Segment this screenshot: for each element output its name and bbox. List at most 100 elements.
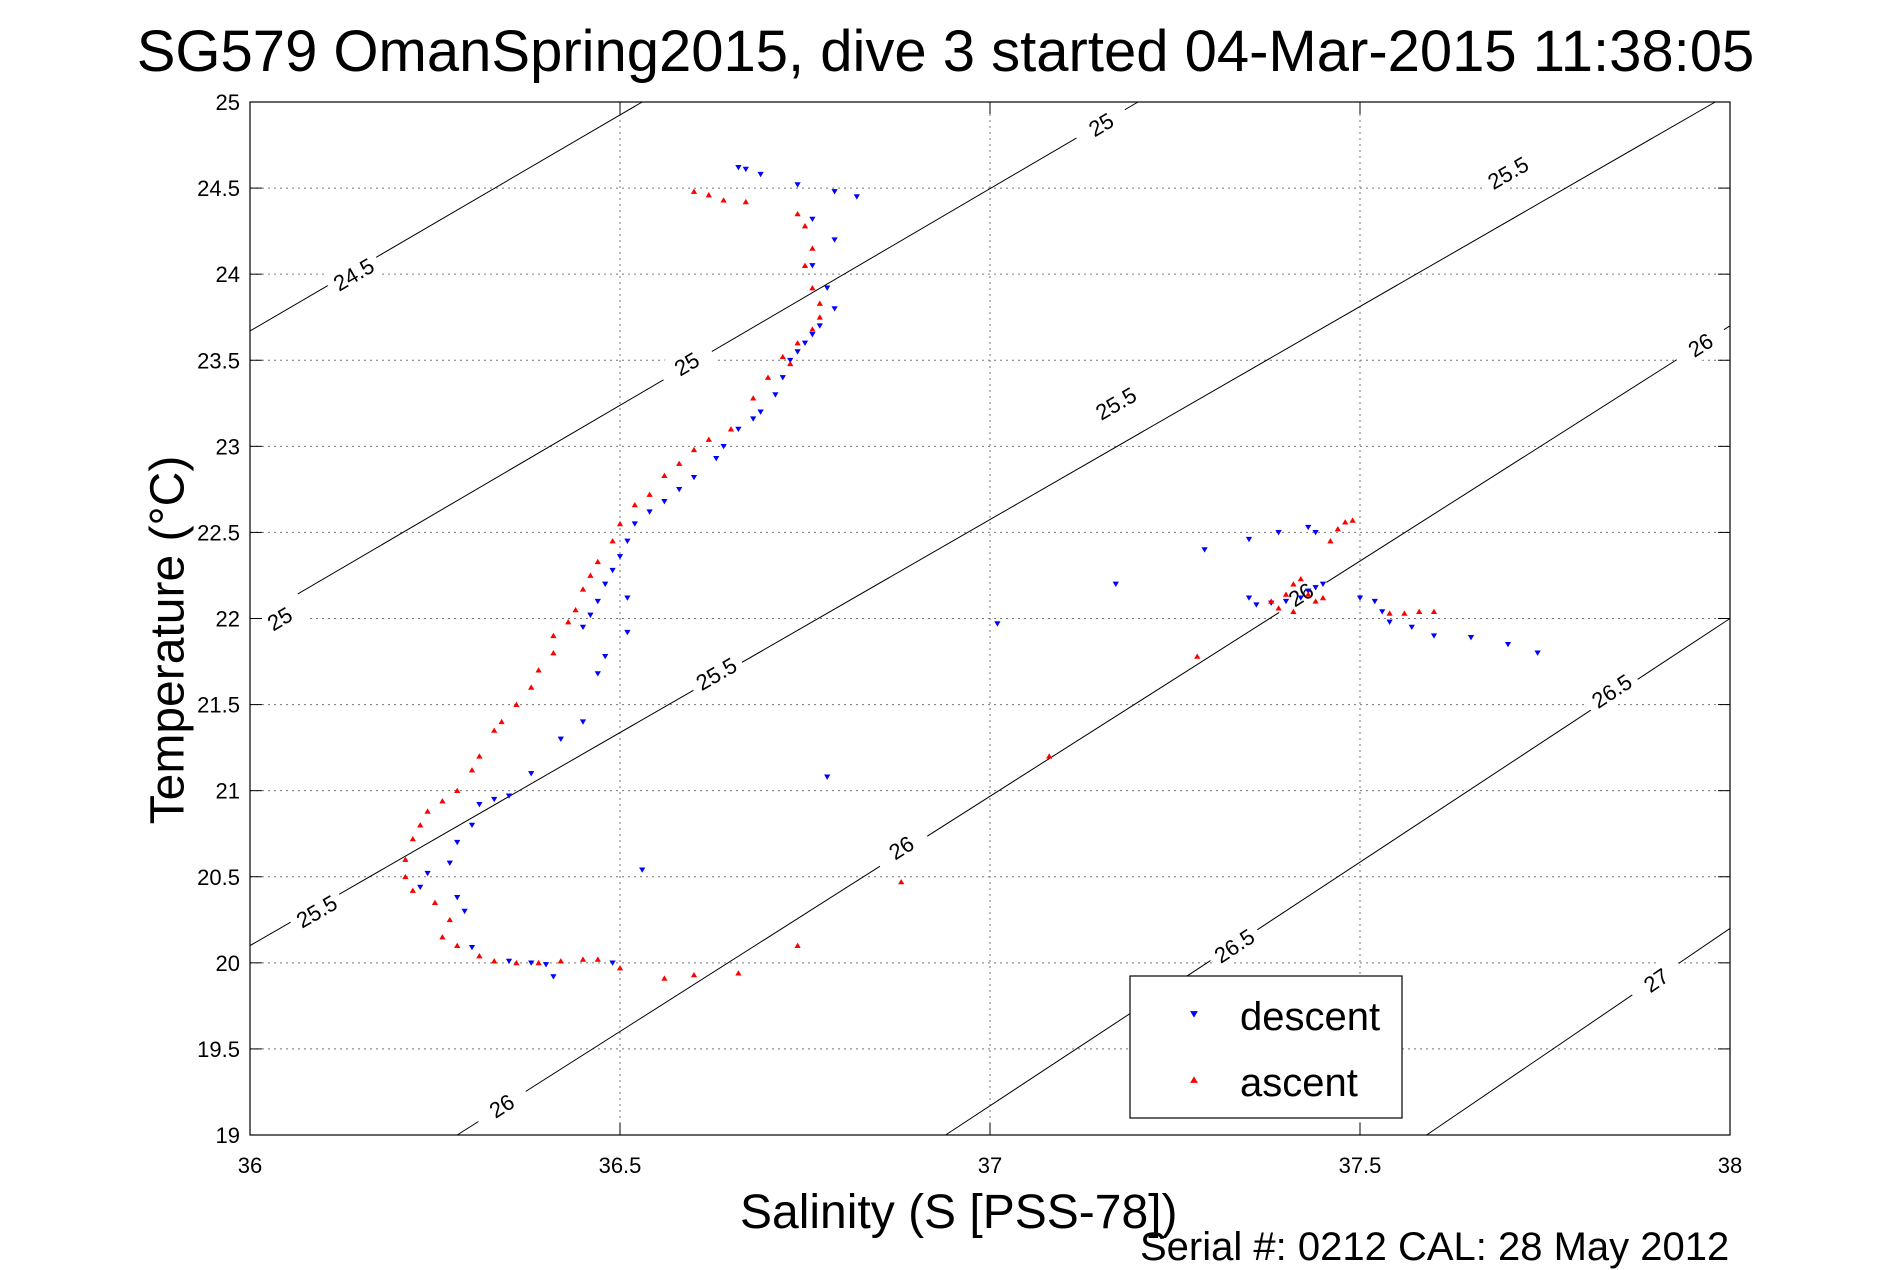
y-tick-label: 20.5 (197, 865, 240, 890)
ascent-point (1342, 519, 1349, 525)
descent-point (1112, 581, 1119, 587)
y-tick-label: 22.5 (197, 520, 240, 545)
contour-label-bg (1580, 663, 1643, 718)
contour-label-bg (470, 1078, 533, 1133)
descent-point (742, 166, 749, 173)
y-tick-label: 20 (216, 951, 240, 976)
y-tick-label: 21.5 (197, 693, 240, 718)
descent-point (461, 908, 468, 915)
descent-point (831, 237, 838, 243)
legend-label-descent: descent (1240, 995, 1380, 1039)
ascent-point (690, 971, 698, 978)
descent-point (639, 867, 646, 873)
chart-title: SG579 OmanSpring2015, dive 3 started 04-… (136, 19, 1755, 84)
axis-ticks: 36 36.5 37 37.5 38 19 19.5 20 20.5 21 21.5 22 22.5 23… (197, 90, 1742, 1178)
descent-point (713, 456, 720, 462)
ascent-point (587, 572, 594, 578)
y-tick-label: 25 (216, 90, 240, 115)
series-descent (417, 165, 1541, 980)
descent-point (787, 357, 794, 364)
ascent-point (1334, 526, 1341, 532)
ascent-point (1416, 608, 1423, 614)
descent-point (994, 621, 1001, 627)
y-axis-label: Temperature (°C) (141, 455, 195, 825)
descent-point (476, 802, 483, 808)
y-tick-label: 22 (216, 607, 240, 632)
descent-point (1312, 585, 1319, 591)
descent-point (1275, 530, 1282, 536)
descent-point (528, 960, 535, 966)
descent-point (505, 958, 513, 965)
descent-point (757, 409, 764, 415)
ascent-point (513, 959, 520, 966)
ascent-point (550, 650, 557, 656)
descent-point (735, 426, 742, 433)
descent-point (579, 719, 587, 725)
descent-point (417, 884, 424, 891)
descent-point (550, 974, 557, 980)
ascent-point (535, 667, 542, 673)
ascent-point (454, 942, 461, 948)
contour-label-bg (684, 647, 748, 700)
ascent-point (676, 460, 683, 466)
ascent-point (690, 446, 698, 453)
ascent-point (476, 953, 483, 959)
descent-point (690, 474, 698, 481)
descent-point (720, 443, 727, 450)
ascent-point (528, 684, 535, 690)
x-tick-label: 36 (238, 1153, 262, 1178)
ascent-point (801, 223, 809, 229)
ascent-point (816, 300, 823, 306)
descent-point (609, 960, 616, 966)
descent-point (624, 629, 631, 636)
descent-point (491, 796, 498, 803)
contour-label-bg (1069, 98, 1133, 151)
ascent-point (616, 520, 624, 527)
ascent-point (631, 501, 638, 508)
legend-marker-descent (1190, 1011, 1198, 1018)
x-tick-label: 37.5 (1339, 1153, 1382, 1178)
descent-point (816, 323, 823, 329)
y-tick-label: 19 (216, 1123, 240, 1148)
ascent-point (1290, 581, 1297, 587)
ascent-point (1268, 598, 1275, 604)
ascent-point (616, 965, 624, 971)
descent-point (454, 839, 461, 846)
ascent-point (498, 718, 505, 725)
legend: descent ascent (1129, 975, 1403, 1119)
ascent-point (424, 808, 431, 814)
descent-point (557, 736, 564, 742)
ascent-point (476, 753, 483, 759)
ascent-point (1305, 591, 1312, 597)
y-tick-label: 24 (216, 262, 240, 287)
ascent-point (898, 878, 905, 885)
descent-point (824, 285, 831, 291)
ascent-point (409, 887, 416, 893)
ascent-point (594, 558, 601, 565)
ascent-point (446, 916, 453, 923)
ascent-point (720, 197, 727, 203)
ascent-point (417, 822, 424, 828)
ascent-point (609, 538, 616, 544)
descent-point (794, 349, 801, 355)
ascent-point (727, 426, 735, 432)
descent-point (602, 581, 609, 587)
ascent-point (801, 262, 809, 268)
ascent-point (454, 787, 461, 794)
descent-point (735, 165, 742, 171)
contour-label-bg (1669, 317, 1732, 372)
ascent-point (535, 959, 542, 966)
descent-point (1371, 598, 1378, 605)
y-tick-label: 23.5 (197, 348, 240, 373)
x-tick-label: 38 (1718, 1153, 1742, 1178)
descent-point (505, 793, 513, 799)
descent-point (1408, 624, 1415, 631)
ascent-point (572, 606, 579, 613)
ascent-point (1297, 575, 1304, 582)
ascent-point (794, 340, 801, 346)
ascent-point (1046, 753, 1053, 759)
descent-point (1356, 595, 1364, 601)
ascent-point (661, 975, 668, 981)
ascent-point (742, 198, 749, 205)
x-axis-label: Salinity (S [PSS-78]) (740, 1186, 1178, 1239)
